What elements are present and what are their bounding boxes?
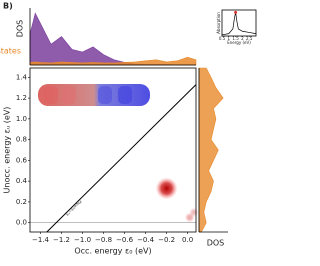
x-tick-label: 1 xyxy=(228,36,231,41)
y-axis-label: Absorption xyxy=(216,12,221,34)
page: {"panel_label": "B)", "chart_data": [ {"… xyxy=(0,1,257,256)
absorption-line xyxy=(221,12,257,36)
spot xyxy=(155,177,178,200)
plots: εᵤ−ε₀=ħω−1.4 −1.2 −1.0 −0.8 −0.6 −0.4 −0.2 0.00… xyxy=(0,8,257,256)
molecule xyxy=(38,84,150,106)
x-tick-label: 2.5 xyxy=(246,36,253,41)
x-tick-label: −1.2 xyxy=(53,236,70,244)
y-tick-label: 0.0 xyxy=(16,219,27,227)
y-tick-label: 0.2 xyxy=(16,198,27,206)
y-tick-label: 0.4 xyxy=(16,177,28,185)
spot xyxy=(189,207,199,217)
x-tick-label: −0.4 xyxy=(137,236,155,244)
x-tick-label: −0.6 xyxy=(116,236,134,244)
x-tick-label: −1.0 xyxy=(74,236,91,244)
x-tick-label: 0.5 xyxy=(219,36,226,41)
figure: B) εᵤ−ε₀=ħω−1.4 −1.2 −1.0 −0.8 −0.6 −0.4 −0.2 0… xyxy=(0,2,257,256)
y-tick-label: 1.0 xyxy=(16,115,27,123)
dos-area xyxy=(198,67,224,233)
y-axis-label: DOS xyxy=(16,20,25,38)
x-tick-label: −0.2 xyxy=(158,236,175,244)
y-tick-label: 0.8 xyxy=(16,136,27,144)
axes-frame xyxy=(29,67,197,233)
x-axis-label: DOS xyxy=(207,239,225,248)
x-axis-label: Occ. energy ε₀ (eV) xyxy=(74,247,151,256)
x-tick-label: −0.8 xyxy=(95,236,112,244)
x-tick-label: −1.4 xyxy=(32,236,50,244)
inset-bg xyxy=(222,10,256,36)
x-axis-label: Energy (eV) xyxy=(227,40,251,45)
axes-frame xyxy=(221,9,257,37)
y-tick-label: 1.4 xyxy=(16,73,28,81)
peak-marker xyxy=(234,10,238,14)
dos-area xyxy=(29,56,197,66)
y-tick-label: 0.6 xyxy=(16,156,28,164)
diagonal-line xyxy=(46,84,197,233)
annotation: states xyxy=(0,47,21,56)
x-tick-label: 2 xyxy=(241,36,244,41)
y-axis-label: Unocc. energy εᵤ (eV) xyxy=(3,107,12,194)
dos-area xyxy=(29,12,196,66)
x-tick-label: 0.0 xyxy=(182,236,193,244)
x-tick-label: 1.5 xyxy=(232,36,239,41)
panel-label: B) xyxy=(3,2,13,11)
y-tick-label: 1.2 xyxy=(16,94,27,102)
